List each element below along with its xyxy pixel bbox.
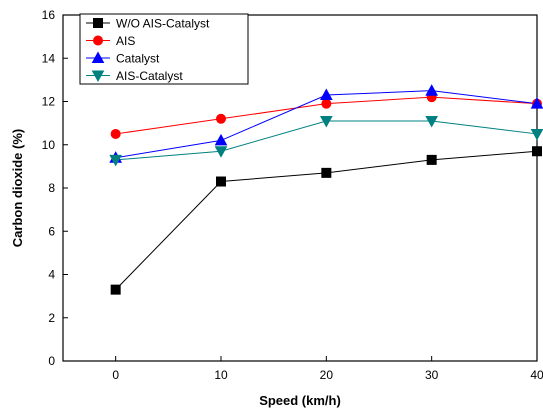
y-tick-label: 16 [42, 8, 56, 22]
data-point [110, 284, 121, 295]
data-point [214, 133, 228, 146]
y-tick-label: 8 [48, 181, 55, 195]
data-point [109, 154, 123, 167]
y-tick-label: 12 [42, 95, 56, 109]
x-tick-label: 20 [320, 368, 334, 382]
legend-marker [93, 35, 103, 46]
x-tick-label: 30 [425, 368, 439, 382]
legend-label: AIS-Catalyst [116, 69, 183, 83]
legend: W/O AIS-Catalyst AIS Catalyst AIS-Catalyst [79, 13, 249, 85]
legend-label: AIS [116, 34, 135, 48]
legend-marker [91, 70, 105, 83]
legend-label: W/O AIS-Catalyst [116, 17, 210, 31]
data-point [530, 97, 543, 109]
x-tick-label: 40 [530, 368, 543, 382]
legend-marker [93, 18, 103, 28]
legend-marker [91, 51, 105, 63]
x-tick-label: 0 [112, 368, 119, 382]
data-point [426, 154, 437, 165]
data-point [214, 146, 228, 158]
data-point [216, 176, 226, 187]
y-tick-label: 14 [42, 51, 56, 65]
y-axis-title: Carbon dioxide (%) [10, 129, 25, 247]
y-tick-label: 4 [48, 268, 55, 282]
data-point [319, 115, 333, 128]
data-point [321, 167, 332, 178]
data-point [425, 84, 439, 96]
y-tick-label: 2 [48, 311, 55, 325]
series-markers [109, 84, 543, 295]
data-point [216, 113, 226, 124]
data-point [532, 146, 542, 157]
x-tick-label: 10 [214, 368, 228, 382]
data-point [321, 98, 332, 109]
data-point [110, 128, 121, 139]
y-tick-label: 10 [42, 138, 56, 152]
data-point [319, 88, 333, 101]
data-point [425, 115, 439, 128]
legend-label: Catalyst [116, 52, 160, 66]
x-axis-title: Speed (km/h) [259, 393, 341, 408]
y-tick-label: 0 [48, 354, 55, 368]
legend-box [79, 13, 249, 85]
data-point [530, 128, 543, 141]
y-tick-label: 6 [48, 224, 55, 238]
axis-ticks: 0 2 4 6 8 10 12 14 16 0 10 20 30 40 [42, 8, 543, 382]
